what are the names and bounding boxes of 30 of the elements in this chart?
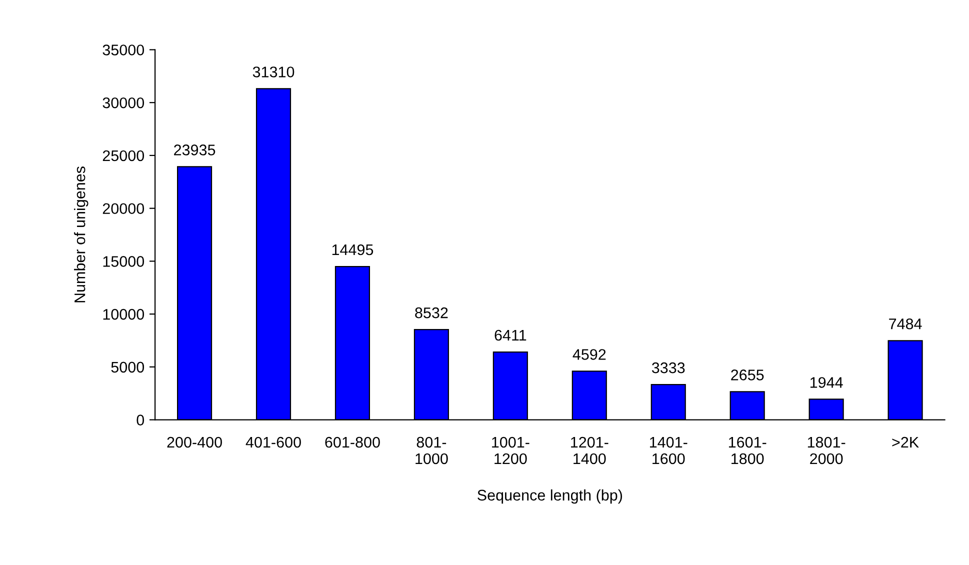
y-tick-label: 15000 — [103, 256, 144, 267]
data-label: 7484 — [889, 318, 922, 330]
data-label: 6411 — [494, 330, 526, 341]
x-axis-title: Sequence length (bp) — [478, 489, 622, 504]
x-tick-label: 601-800 — [325, 436, 380, 448]
y-tick-label: 10000 — [103, 308, 144, 320]
y-tick-label: 5000 — [111, 362, 144, 373]
data-label: 3333 — [652, 362, 685, 374]
x-tick-label: >2K — [892, 436, 919, 448]
data-label: 1944 — [810, 377, 843, 388]
y-tick-label: 0 — [136, 414, 144, 426]
x-tick-label: 1801-2000 — [808, 436, 846, 464]
x-tick-label: 1201-1400 — [571, 436, 608, 464]
y-tick-label: 25000 — [102, 150, 144, 162]
data-label: 23935 — [174, 144, 216, 156]
x-tick-label: 1601-1800 — [728, 436, 766, 464]
data-label: 31310 — [252, 66, 294, 78]
y-tick-label: 35000 — [102, 44, 144, 56]
x-tick-label: 200-400 — [167, 436, 222, 448]
data-label: 2655 — [731, 370, 764, 380]
y-tick-label: 30000 — [102, 97, 144, 108]
y-tick-label: 20000 — [102, 203, 144, 214]
x-tick-label: 401-600 — [246, 436, 301, 448]
x-tick-label: 1401-1600 — [650, 436, 688, 464]
x-tick-label: 801-1000 — [416, 436, 448, 464]
y-axis-title: Number of unigenes — [74, 166, 88, 302]
data-label: 14495 — [332, 244, 374, 256]
data-label: 4592 — [572, 349, 606, 360]
data-label: 8532 — [415, 307, 448, 318]
x-tick-label: 1001-1200 — [492, 436, 530, 464]
